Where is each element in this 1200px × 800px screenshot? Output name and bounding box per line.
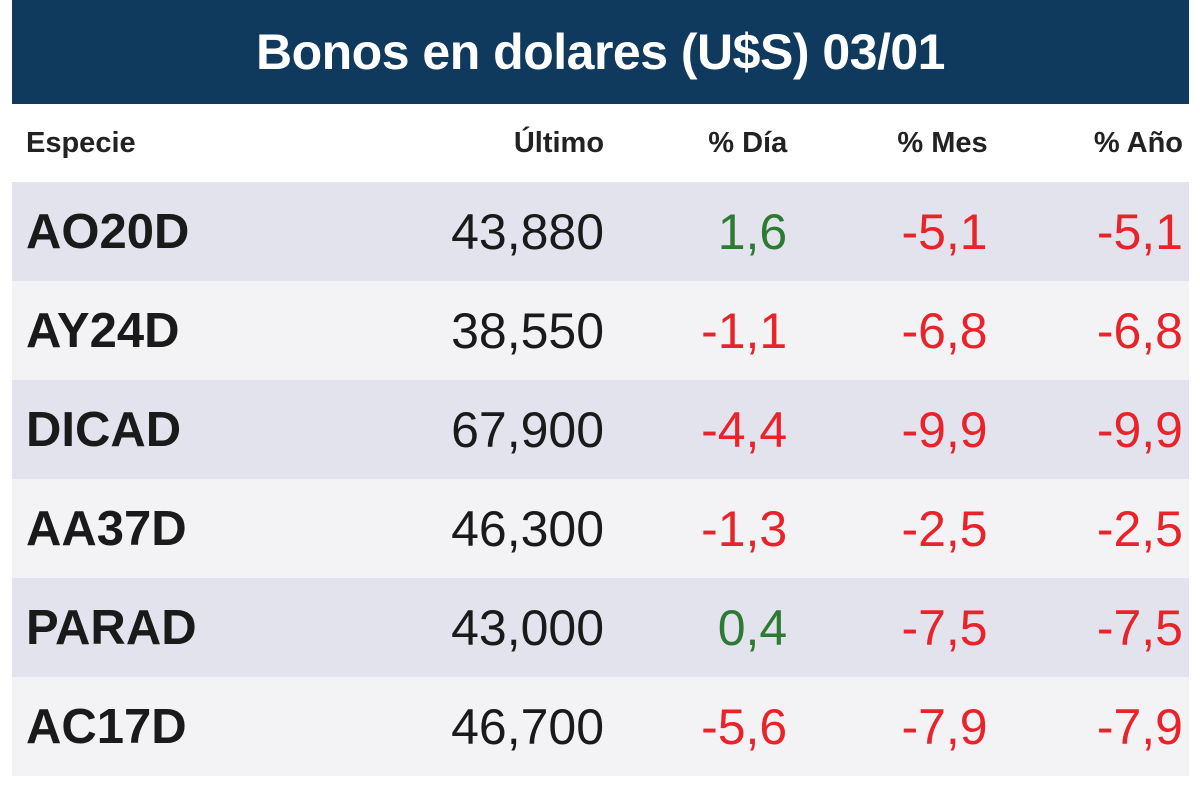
header-mes: % Mes [897, 126, 988, 159]
cell-dia: -5,6 [701, 698, 788, 755]
cell-mes: -5,1 [901, 203, 988, 260]
cell-ultimo: 67,900 [451, 401, 605, 458]
cell-mes: -7,5 [901, 599, 988, 656]
cell-dia: 1,6 [717, 203, 788, 260]
header-dia: % Día [708, 126, 788, 159]
cell-especie: DICAD [26, 402, 182, 457]
cell-especie: AY24D [26, 303, 180, 358]
cell-anio: -6,8 [1096, 302, 1183, 359]
cell-ultimo: 43,880 [451, 203, 605, 260]
table-row: AC17D 46,700 -5,6 -7,9 -7,9 [12, 677, 1189, 776]
cell-dia: -1,1 [701, 302, 788, 359]
cell-mes: -7,9 [901, 698, 988, 755]
table-row: DICAD 67,900 -4,4 -9,9 -9,9 [12, 380, 1189, 479]
cell-dia: 0,4 [717, 599, 788, 656]
cell-dia: -4,4 [701, 401, 788, 458]
table-row: AY24D 38,550 -1,1 -6,8 -6,8 [12, 281, 1189, 380]
header-row: Especie Último % Día % Mes % Año [12, 104, 1189, 182]
cell-anio: -5,1 [1096, 203, 1183, 260]
cell-especie: AO20D [26, 204, 190, 259]
bonds-table: Especie Último % Día % Mes % Año AO20D 4… [12, 104, 1189, 776]
cell-mes: -6,8 [901, 302, 988, 359]
cell-especie: AC17D [26, 699, 187, 754]
cell-mes: -2,5 [901, 500, 988, 557]
table-row: AO20D 43,880 1,6 -5,1 -5,1 [12, 182, 1189, 281]
bonds-table-card: Bonos en dolares (U$S) 03/01 Especie Últ… [12, 0, 1189, 780]
cell-anio: -9,9 [1096, 401, 1183, 458]
cell-especie: PARAD [26, 600, 197, 655]
cell-ultimo: 46,700 [451, 698, 605, 755]
cell-dia: -1,3 [701, 500, 788, 557]
cell-ultimo: 46,300 [451, 500, 605, 557]
header-especie: Especie [26, 126, 136, 159]
cell-anio: -7,9 [1096, 698, 1183, 755]
cell-anio: -2,5 [1096, 500, 1183, 557]
header-ultimo: Último [513, 126, 605, 159]
cell-ultimo: 38,550 [451, 302, 605, 359]
header-anio: % Año [1093, 126, 1183, 159]
table-title: Bonos en dolares (U$S) 03/01 [12, 0, 1189, 104]
table-row: PARAD 43,000 0,4 -7,5 -7,5 [12, 578, 1189, 677]
cell-mes: -9,9 [901, 401, 988, 458]
table-row: AA37D 46,300 -1,3 -2,5 -2,5 [12, 479, 1189, 578]
cell-ultimo: 43,000 [451, 599, 605, 656]
cell-especie: AA37D [26, 501, 187, 556]
cell-anio: -7,5 [1096, 599, 1183, 656]
